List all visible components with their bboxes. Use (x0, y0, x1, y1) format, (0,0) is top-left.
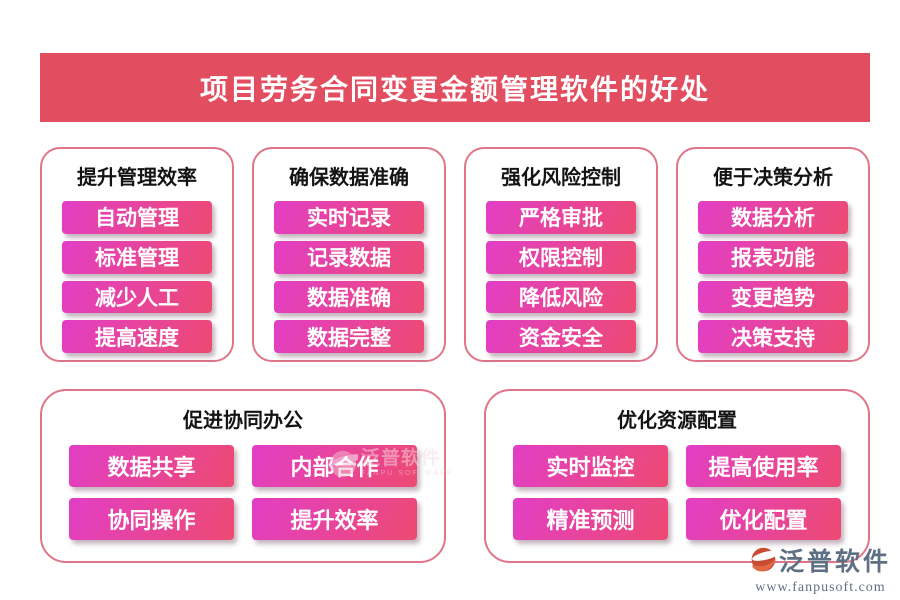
benefit-pill: 数据准确 (274, 280, 424, 314)
benefit-pill: 决策支持 (698, 320, 848, 353)
banner: 项目劳务合同变更金额管理软件的好处 (40, 53, 870, 122)
card-title: 强化风险控制 (501, 167, 621, 189)
page-title: 项目劳务合同变更金额管理软件的好处 (199, 73, 710, 105)
benefit-pill: 自动管理 (62, 201, 212, 234)
benefit-pill: 提升效率 (252, 498, 417, 540)
logo-row: 泛普软件 (750, 545, 891, 579)
benefit-pill: 标准管理 (62, 240, 212, 274)
benefit-card-decision-analysis: 便于决策分析 数据分析 报表功能 变更趋势 决策支持 (676, 147, 870, 362)
benefit-pill: 严格审批 (486, 201, 636, 234)
benefit-pill: 数据完整 (274, 320, 424, 353)
benefit-pill: 记录数据 (274, 240, 424, 274)
benefit-pill: 实时记录 (274, 201, 424, 234)
logo-url: www.fanpusoft.com (755, 580, 886, 595)
pill-grid: 数据共享 内部合作 协同操作 提升效率 (42, 445, 444, 540)
benefit-pill: 数据分析 (698, 201, 848, 234)
benefit-card-data-accuracy: 确保数据准确 实时记录 记录数据 数据准确 数据完整 (252, 147, 446, 362)
benefit-pill: 数据共享 (69, 445, 234, 487)
pill-grid: 实时监控 提高使用率 精准预测 优化配置 (486, 445, 868, 540)
benefit-pill: 协同操作 (69, 498, 234, 540)
benefit-card-management-efficiency: 提升管理效率 自动管理 标准管理 减少人工 提高速度 (40, 147, 234, 362)
benefit-cards-row: 提升管理效率 自动管理 标准管理 减少人工 提高速度 确保数据准确 实时记录 记… (40, 147, 870, 362)
bottom-cards-row: 促进协同办公 数据共享 内部合作 协同操作 提升效率 优化资源配置 实时监控 提… (40, 389, 870, 563)
benefit-pill: 减少人工 (62, 280, 212, 314)
fanpu-logo: 泛普软件 www.fanpusoft.com (750, 545, 891, 596)
logo-name: 泛普软件 (779, 548, 892, 576)
benefit-pill: 提高速度 (62, 320, 212, 353)
fanpu-logo-icon (750, 545, 780, 579)
card-title: 促进协同办公 (183, 410, 303, 432)
benefit-pill: 内部合作 (252, 445, 417, 487)
card-title: 便于决策分析 (713, 167, 833, 189)
benefit-card-resource-allocation: 优化资源配置 实时监控 提高使用率 精准预测 优化配置 (484, 389, 870, 563)
benefit-pill: 降低风险 (486, 280, 636, 314)
card-title: 提升管理效率 (77, 167, 197, 189)
card-title: 优化资源配置 (617, 410, 737, 432)
benefit-card-collaboration: 促进协同办公 数据共享 内部合作 协同操作 提升效率 (40, 389, 446, 563)
benefit-pill: 资金安全 (486, 320, 636, 353)
benefit-pill: 报表功能 (698, 240, 848, 274)
benefit-pill: 实时监控 (513, 445, 668, 487)
benefit-pill: 权限控制 (486, 240, 636, 274)
benefit-pill: 精准预测 (513, 498, 668, 540)
card-title: 确保数据准确 (289, 167, 409, 189)
benefit-pill: 提高使用率 (686, 445, 841, 487)
benefit-pill: 变更趋势 (698, 280, 848, 314)
benefit-pill: 优化配置 (686, 498, 841, 540)
benefit-card-risk-control: 强化风险控制 严格审批 权限控制 降低风险 资金安全 (464, 147, 658, 362)
